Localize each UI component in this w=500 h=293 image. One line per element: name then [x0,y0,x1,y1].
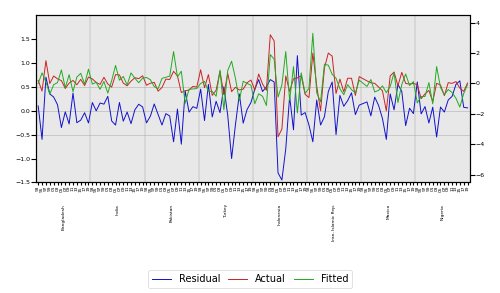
Text: Bangladesh: Bangladesh [62,204,66,230]
Actual [464,81,470,85]
Actual [35,79,41,82]
Line: Fitted: Fitted [38,33,468,113]
Fitted [464,83,470,86]
Residual [352,113,358,116]
Actual [275,135,281,139]
Actual [352,94,358,97]
Fitted [275,96,281,99]
Fitted [310,32,316,35]
Actual [457,86,463,90]
Fitted [352,91,358,95]
Actual [333,92,339,95]
Line: Residual: Residual [38,56,468,180]
Text: Maxico: Maxico [386,204,390,219]
Residual [186,110,192,114]
Fitted [186,87,192,91]
Text: Pakistan: Pakistan [170,204,173,222]
Text: Turkey: Turkey [224,204,228,218]
Actual [283,74,289,78]
Residual [275,171,281,175]
Actual [186,88,192,92]
Actual [376,85,382,89]
Fitted [333,76,339,80]
Residual [376,104,382,107]
Text: India: India [116,204,119,215]
Residual [35,104,41,108]
Residual [333,133,339,136]
Text: Nigeria: Nigeria [440,204,444,220]
Residual [464,106,470,110]
Text: Indonesia: Indonesia [278,204,282,225]
Fitted [294,111,300,115]
Residual [294,54,300,57]
Actual [268,33,274,37]
Legend: Residual, Actual, Fitted: Residual, Actual, Fitted [148,270,352,288]
Text: Iran, Islamic Rep.: Iran, Islamic Rep. [332,204,336,241]
Fitted [376,88,382,92]
Fitted [35,82,41,85]
Fitted [457,105,463,109]
Residual [279,178,285,182]
Line: Actual: Actual [38,35,468,137]
Residual [457,79,463,83]
